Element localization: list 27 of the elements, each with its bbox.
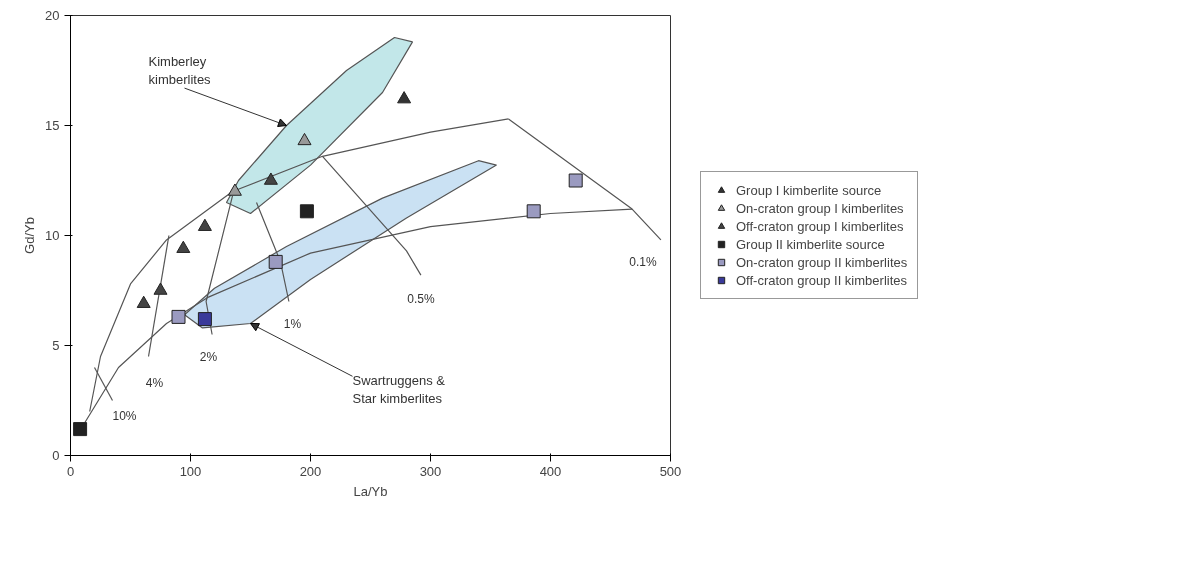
- annotation: Swartruggens & Star kimberlites: [352, 373, 446, 406]
- legend-label: Group II kimberlite source: [736, 236, 885, 252]
- annotation: Kimberley kimberlites: [148, 54, 212, 87]
- y-tick-label: 20: [45, 8, 60, 23]
- x-axis-title: La/Yb: [353, 483, 388, 499]
- x-tick-label: 500: [659, 463, 682, 479]
- y-tick-label: 5: [52, 338, 60, 353]
- annotation: 0.5%: [407, 292, 435, 307]
- x-tick-label: 400: [539, 463, 562, 479]
- y-tick-label: 15: [45, 118, 60, 133]
- annotation: 1%: [283, 316, 302, 331]
- y-tick-label: 0: [52, 448, 60, 463]
- legend-label: Off-craton group II kimberlites: [736, 272, 907, 288]
- y-axis-title: Gd/Yb: [22, 217, 38, 254]
- legend-label: On-craton group II kimberlites: [736, 254, 908, 270]
- annotation: 4%: [145, 375, 164, 390]
- x-tick-label: 100: [179, 463, 202, 479]
- annotation: 0.1%: [629, 254, 657, 269]
- x-tick-label: 0: [66, 463, 75, 479]
- x-tick-label: 300: [419, 463, 442, 479]
- legend-label: Group I kimberlite source: [736, 182, 882, 198]
- legend-label: On-craton group I kimberlites: [736, 200, 904, 216]
- annotation: 10%: [112, 408, 137, 423]
- x-tick-label: 200: [299, 463, 322, 479]
- legend-label: Off-craton group I kimberlites: [736, 218, 904, 234]
- y-tick-label: 10: [45, 228, 60, 243]
- annotation: 2%: [199, 349, 218, 364]
